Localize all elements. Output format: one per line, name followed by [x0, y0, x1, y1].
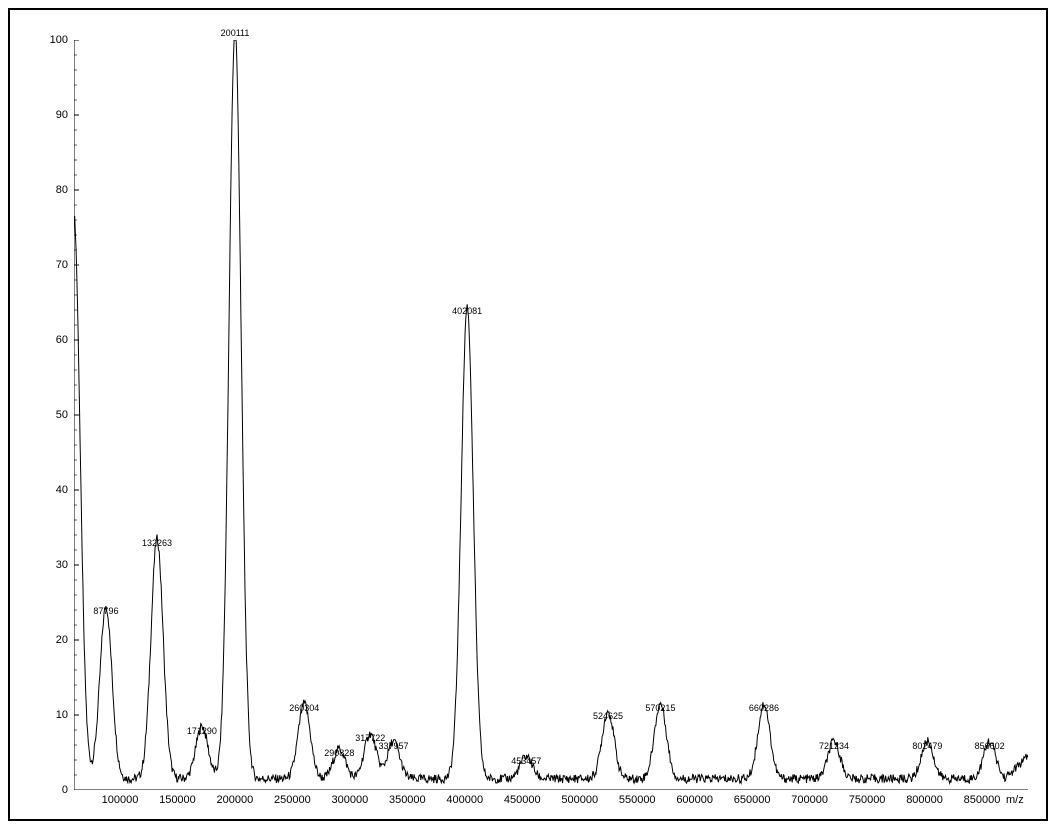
xtick-label: 350000 [389, 790, 426, 806]
ytick-label: 70 [56, 259, 74, 271]
spectrum-trace [74, 40, 1028, 783]
ytick-label: 20 [56, 634, 74, 646]
spectrum-svg [74, 40, 1028, 790]
peak-label: 453457 [511, 756, 541, 766]
spectrum-plot: 0102030405060708090100100000150000200000… [74, 40, 1028, 790]
ytick-label: 100 [50, 34, 74, 46]
xtick-label: 300000 [331, 790, 368, 806]
xtick-label: 800000 [906, 790, 943, 806]
peak-label: 171290 [187, 726, 217, 736]
xtick-label: 500000 [561, 790, 598, 806]
xtick-label: 150000 [159, 790, 196, 806]
peak-label: 132263 [142, 538, 172, 548]
xtick-label: 400000 [446, 790, 483, 806]
xtick-label: 600000 [676, 790, 713, 806]
peak-label: 260304 [289, 703, 319, 713]
ytick-label: 10 [56, 709, 74, 721]
xaxis-title: m/z [1006, 794, 1024, 806]
xtick-label: 100000 [102, 790, 139, 806]
peak-label: 290828 [324, 748, 354, 758]
ytick-label: 0 [62, 784, 74, 796]
peak-label: 402081 [452, 306, 482, 316]
ytick-label: 30 [56, 559, 74, 571]
ytick-label: 90 [56, 109, 74, 121]
xtick-label: 200000 [217, 790, 254, 806]
peak-label: 721234 [819, 741, 849, 751]
peak-label: 856602 [975, 741, 1005, 751]
peak-label: 200111 [221, 28, 250, 38]
peak-label: 570215 [645, 703, 675, 713]
peak-label: 660286 [749, 703, 779, 713]
chart-frame: 0 10 20 30 40 50 60 70 80 90 100 100000 150000 200000… [8, 8, 1048, 821]
peak-label: 337957 [378, 741, 408, 751]
peak-label: 524625 [593, 711, 623, 721]
xtick-label: 450000 [504, 790, 541, 806]
xtick-label: 650000 [734, 790, 771, 806]
ytick-label: 50 [56, 409, 74, 421]
ytick-label: 40 [56, 484, 74, 496]
xtick-label: 750000 [849, 790, 886, 806]
xtick-label: 850000 [964, 790, 1001, 806]
xtick-label: 550000 [619, 790, 656, 806]
xtick-label: 250000 [274, 790, 311, 806]
ytick-label: 80 [56, 184, 74, 196]
peak-label: 802479 [912, 741, 942, 751]
xtick-label: 700000 [791, 790, 828, 806]
ytick-label: 60 [56, 334, 74, 346]
peak-label: 87796 [93, 606, 118, 616]
